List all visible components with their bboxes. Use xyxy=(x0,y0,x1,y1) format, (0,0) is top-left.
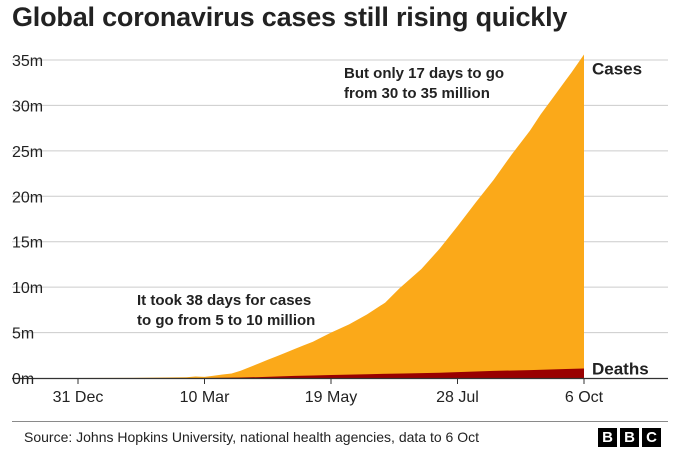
area-chart: 0m 5m 10m 15m 20m 25m 30m 35m 31 Dec 10 Mar 19 Ma… xyxy=(12,53,668,406)
y-tick-label: 35m xyxy=(12,53,43,70)
y-tick-label: 5m xyxy=(12,326,34,343)
x-tick-label: 31 Dec xyxy=(53,389,104,406)
y-tick-label: 15m xyxy=(12,235,43,252)
logo-letter-b1: B xyxy=(598,428,617,447)
x-axis xyxy=(12,377,668,384)
x-tick-label: 19 May xyxy=(305,389,357,406)
source-note: Source: Johns Hopkins University, nation… xyxy=(24,429,479,445)
x-axis-labels: 31 Dec 10 Mar 19 May 28 Jul 6 Oct xyxy=(53,389,604,406)
logo-letter-c: C xyxy=(642,428,661,447)
series-label-deaths: Deaths xyxy=(592,359,649,378)
x-tick-label: 28 Jul xyxy=(436,389,479,406)
area-deaths xyxy=(78,368,584,378)
data-areas xyxy=(78,54,584,378)
y-tick-label: 20m xyxy=(12,189,43,206)
chart-title: Global coronavirus cases still rising qu… xyxy=(12,2,568,32)
x-tick-label: 10 Mar xyxy=(180,389,230,406)
logo-letter-b2: B xyxy=(620,428,639,447)
annotation: But only 17 days to go from 30 to 35 mill… xyxy=(344,65,504,102)
series-labels: Cases Deaths xyxy=(592,60,649,379)
annotations: It took 38 days for cases to go from 5 to… xyxy=(137,65,504,329)
y-tick-label: 0m xyxy=(12,371,34,388)
bbc-logo: B B C xyxy=(598,428,661,447)
y-tick-label: 10m xyxy=(12,280,43,297)
annotation: It took 38 days for cases to go from 5 to… xyxy=(137,292,315,329)
x-tick-label: 6 Oct xyxy=(565,389,604,406)
series-label-cases: Cases xyxy=(592,60,642,79)
y-tick-label: 30m xyxy=(12,98,43,115)
footer-divider xyxy=(12,421,668,422)
y-tick-label: 25m xyxy=(12,144,43,161)
y-axis-labels: 0m 5m 10m 15m 20m 25m 30m 35m xyxy=(12,53,43,388)
area-cases xyxy=(78,54,584,378)
